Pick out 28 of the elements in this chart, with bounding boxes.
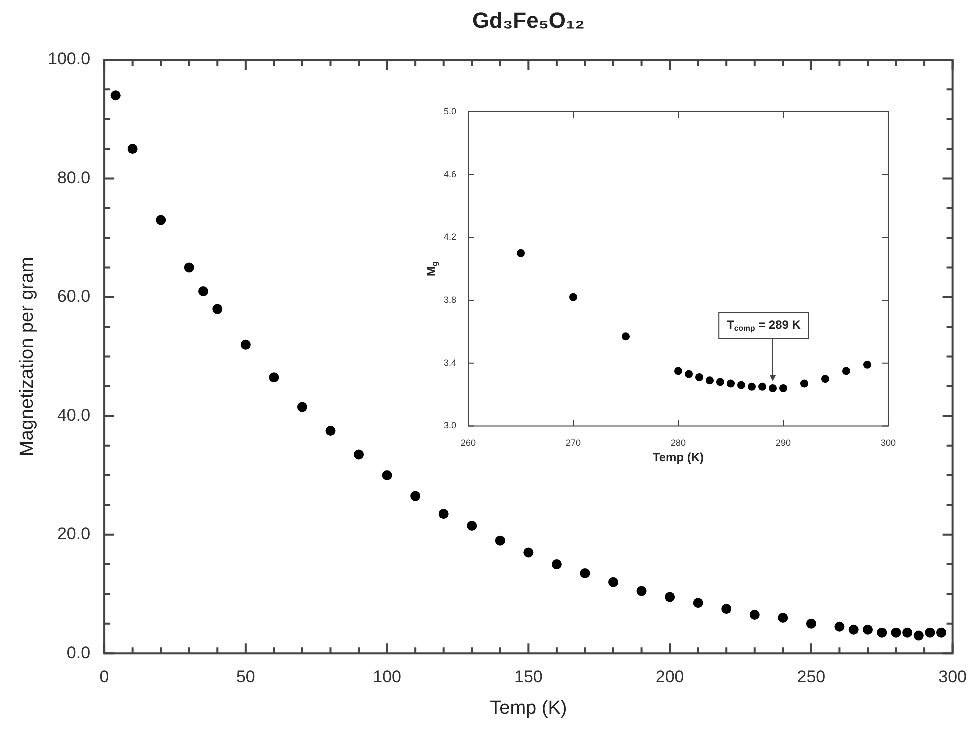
- x-tick-label: 290: [776, 438, 792, 448]
- x-tick-label: 280: [670, 438, 686, 448]
- y-tick-label: 5.0: [444, 106, 457, 116]
- x-tick-label: 250: [797, 667, 826, 686]
- y-tick-label: 60.0: [57, 287, 91, 306]
- y-tick-label: 3.0: [444, 420, 457, 431]
- x-tick-label: 50: [236, 667, 256, 686]
- chart-title: Gd₃Fe₅O₁₂: [472, 8, 585, 34]
- x-tick-label: 200: [656, 667, 684, 686]
- x-tick-label: 0: [100, 667, 110, 686]
- y-tick-label: 3.4: [444, 358, 457, 368]
- y-tick-label: 40.0: [57, 406, 91, 425]
- y-tick-label: 20.0: [57, 524, 91, 544]
- x-tick-label: 270: [566, 438, 582, 448]
- y-tick-label: 0.0: [66, 643, 91, 662]
- x-axis-title: Temp (K): [652, 450, 704, 465]
- x-tick-label: 100: [373, 667, 402, 686]
- x-axis-title: Temp (K): [490, 698, 568, 719]
- y-tick-label: 100.0: [48, 50, 91, 69]
- x-tick-label: 300: [880, 438, 896, 448]
- x-tick-label: 260: [460, 438, 476, 448]
- y-tick-label: 3.8: [444, 295, 457, 306]
- y-tick-label: 4.6: [444, 169, 457, 180]
- x-tick-label: 150: [514, 667, 543, 686]
- x-tick-label: 300: [938, 667, 968, 686]
- y-tick-label: 4.2: [444, 232, 457, 242]
- y-axis-title: Magnetization per gram: [17, 256, 38, 457]
- y-tick-label: 80.0: [57, 168, 91, 188]
